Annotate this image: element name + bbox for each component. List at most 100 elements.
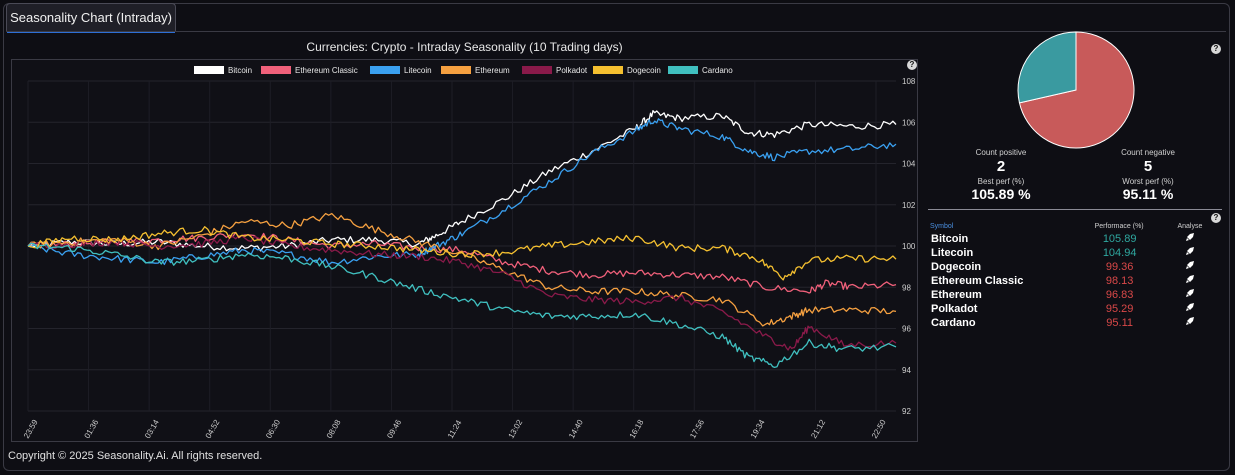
content-panel [6, 31, 1226, 466]
legend-swatch [261, 66, 291, 74]
symbol-cell: Ethereum [931, 288, 982, 301]
legend-label: Polkadot [556, 66, 588, 75]
rocket-icon-glyph [1186, 303, 1195, 311]
table-row: Polkadot 95.29 [928, 302, 1218, 316]
legend-swatch [522, 66, 552, 74]
header-symbol: Symbol [930, 223, 954, 230]
symbol-cell: Bitcoin [931, 232, 969, 245]
legend-label: Ethereum Classic [295, 66, 358, 75]
count-negative-value: 5 [1143, 158, 1153, 175]
y-tick-label: 104 [902, 160, 916, 169]
table-row: Dogecoin 99.36 [928, 260, 1218, 274]
x-tick-label: 14:40 [567, 418, 585, 440]
rocket-icon[interactable] [1160, 274, 1218, 288]
x-tick-label: 04:52 [204, 418, 222, 440]
rocket-icon[interactable] [1160, 260, 1218, 274]
count-positive-label: Count positive [975, 148, 1027, 157]
table-row: Cardano 95.11 [928, 316, 1218, 330]
chart-title: Currencies: Crypto - Intraday Seasonalit… [306, 40, 623, 54]
series-line-cardano [27, 242, 897, 369]
rocket-icon-glyph [1186, 275, 1195, 283]
performance-cell: 98.13 [1105, 274, 1134, 287]
best-perf-value: 105.89 % [971, 186, 1031, 202]
table-row: Ethereum Classic 98.13 [928, 274, 1218, 288]
performance-cell: 99.36 [1105, 260, 1134, 273]
best-perf-label: Best perf (%) [977, 177, 1025, 186]
y-tick-label: 92 [902, 407, 911, 416]
worst-perf-value: 95.11 % [1122, 186, 1174, 202]
rocket-icon[interactable] [1160, 316, 1218, 330]
rocket-icon[interactable] [1160, 232, 1218, 246]
x-tick-label: 01:36 [83, 418, 101, 440]
table-row: Litecoin 104.94 [928, 246, 1218, 260]
header-performance: Performace (%) [1094, 223, 1144, 230]
x-tick-label: 21:12 [809, 418, 827, 440]
header-analyse: Analyse [1177, 223, 1203, 230]
stats-divider [928, 209, 1222, 210]
table-row: Ethereum 96.83 [928, 288, 1218, 302]
y-tick-label: 106 [902, 118, 916, 127]
performance-cell: 105.89 [1102, 232, 1137, 245]
series-line-ethereum-classic [27, 231, 897, 294]
pie-chart [1017, 31, 1135, 149]
symbol-cell: Ethereum Classic [931, 274, 1024, 287]
x-tick-label: 08:08 [325, 418, 343, 440]
count-positive-value: 2 [996, 158, 1006, 175]
rocket-icon[interactable] [1160, 246, 1218, 260]
x-tick-label: 13:02 [507, 418, 525, 440]
performance-cell: 95.29 [1105, 302, 1134, 315]
tab-seasonality-chart-intraday[interactable]: Seasonality Chart (Intraday) [6, 3, 176, 33]
rocket-icon-glyph [1186, 289, 1195, 297]
table-help-icon[interactable]: ? [1211, 213, 1221, 223]
worst-perf-label: Worst perf (%) [1122, 177, 1174, 186]
symbol-cell: Polkadot [931, 302, 978, 315]
x-tick-label: 09:46 [385, 418, 403, 440]
chart-help-icon[interactable]: ? [907, 60, 917, 70]
stats-help-icon[interactable]: ? [1211, 44, 1221, 54]
y-tick-label: 102 [902, 201, 916, 210]
x-tick-label: 03:14 [143, 418, 161, 440]
y-tick-label: 108 [902, 77, 916, 86]
legend-swatch [593, 66, 623, 74]
symbol-cell: Dogecoin [931, 260, 982, 273]
pie-slice-negative [1018, 31, 1135, 149]
symbol-cell: Cardano [931, 316, 976, 329]
rocket-icon-glyph [1186, 247, 1195, 255]
performance-cell: 95.11 [1106, 316, 1133, 329]
series-line-bitcoin [27, 110, 897, 252]
x-tick-label: 23:59 [22, 418, 40, 440]
rocket-icon-glyph [1186, 233, 1195, 241]
x-tick-label: 22:50 [870, 418, 888, 440]
legend-label: Dogecoin [627, 66, 661, 75]
series-line-litecoin [27, 118, 897, 266]
pie-slice-positive [1017, 31, 1077, 104]
series-line-ethereum [27, 212, 897, 327]
performance-table: Symbol Performace (%) Analyse Bitcoin 105… [928, 222, 1218, 330]
symbol-cell: Litecoin [931, 246, 974, 259]
rocket-icon[interactable] [1160, 302, 1218, 316]
x-tick-label: 16:18 [628, 418, 646, 440]
table-row: Bitcoin 105.89 [928, 232, 1218, 246]
series-line-dogecoin [27, 226, 897, 281]
y-tick-label: 96 [902, 325, 911, 334]
footer-copyright: Copyright © 2025 Seasonality.Ai. All rig… [8, 450, 263, 462]
x-tick-label: 11:24 [446, 418, 464, 440]
y-tick-label: 94 [902, 366, 911, 375]
performance-cell: 104.94 [1102, 246, 1137, 259]
x-tick-label: 19:34 [749, 418, 767, 440]
series-line-polkadot [27, 235, 897, 351]
rocket-icon[interactable] [1160, 288, 1218, 302]
chart-area [11, 59, 918, 442]
count-negative-label: Count negative [1121, 148, 1175, 157]
legend-swatch [194, 66, 224, 74]
x-tick-label: 06:30 [264, 418, 282, 440]
table-header-row: Symbol Performace (%) Analyse [928, 222, 1218, 232]
rocket-icon-glyph [1186, 261, 1195, 269]
performance-cell: 96.83 [1105, 288, 1134, 301]
rocket-icon-glyph [1186, 317, 1195, 325]
legend-label: Litecoin [404, 66, 432, 75]
y-tick-label: 100 [902, 242, 916, 251]
legend-swatch [370, 66, 400, 74]
legend-label: Ethereum [475, 66, 510, 75]
x-tick-label: 17:56 [688, 418, 706, 440]
